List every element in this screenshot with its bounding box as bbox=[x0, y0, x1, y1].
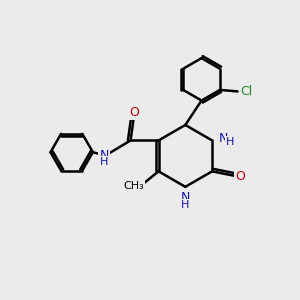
Text: N: N bbox=[99, 149, 109, 162]
Text: O: O bbox=[129, 106, 139, 119]
Text: N: N bbox=[181, 191, 190, 205]
Text: H: H bbox=[226, 137, 235, 147]
Text: Cl: Cl bbox=[240, 85, 253, 98]
Text: H: H bbox=[100, 157, 108, 167]
Text: H: H bbox=[181, 200, 190, 210]
Text: N: N bbox=[219, 133, 228, 146]
Text: CH₃: CH₃ bbox=[124, 181, 144, 191]
Text: O: O bbox=[235, 170, 245, 183]
